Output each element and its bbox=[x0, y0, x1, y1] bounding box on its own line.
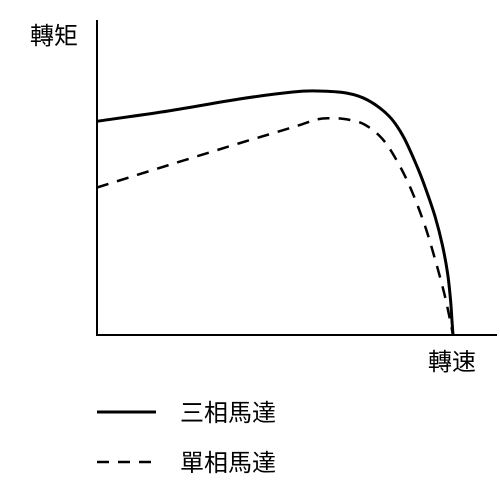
legend-label-series-1: 單相馬達 bbox=[180, 449, 276, 477]
legend: 三相馬達 單相馬達 bbox=[97, 399, 276, 477]
x-axis-label: 轉速 bbox=[428, 348, 476, 376]
series-layer bbox=[96, 89, 455, 336]
y-axis-label: 轉矩 bbox=[30, 22, 78, 50]
legend-label-series-0: 三相馬達 bbox=[180, 399, 276, 427]
series-line-0 bbox=[96, 89, 455, 336]
series-line-1 bbox=[96, 116, 455, 336]
